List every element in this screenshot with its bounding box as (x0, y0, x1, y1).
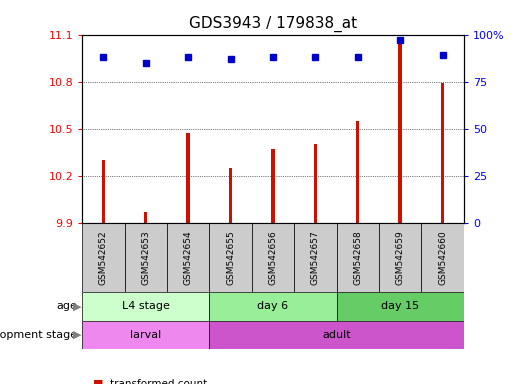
Text: ▶: ▶ (73, 330, 81, 340)
Bar (209, 223, 252, 292)
Bar (167, 223, 209, 292)
Text: ▶: ▶ (73, 301, 81, 311)
Text: adult: adult (322, 330, 351, 340)
Bar (399, 39, 402, 223)
Bar (337, 223, 379, 292)
Bar (209, 321, 464, 349)
Text: GSM542658: GSM542658 (354, 230, 362, 285)
Bar (337, 292, 464, 321)
Bar (144, 212, 147, 223)
Bar (441, 83, 444, 223)
Text: GSM542657: GSM542657 (311, 230, 320, 285)
Bar (379, 223, 421, 292)
Text: transformed count: transformed count (110, 379, 207, 384)
Text: age: age (56, 301, 77, 311)
Text: L4 stage: L4 stage (122, 301, 170, 311)
Bar (294, 223, 337, 292)
Bar (314, 144, 317, 223)
Text: GSM542660: GSM542660 (438, 230, 447, 285)
Bar (229, 168, 232, 223)
Bar (421, 223, 464, 292)
Bar (82, 321, 209, 349)
Text: day 15: day 15 (381, 301, 419, 311)
Text: GSM542653: GSM542653 (142, 230, 150, 285)
Text: GSM542652: GSM542652 (99, 230, 108, 285)
Text: GSM542656: GSM542656 (269, 230, 277, 285)
Text: ■: ■ (93, 379, 103, 384)
Bar (252, 223, 294, 292)
Text: GSM542654: GSM542654 (184, 230, 192, 285)
Bar (102, 160, 105, 223)
Bar (271, 149, 275, 223)
Bar (209, 292, 337, 321)
Bar (187, 133, 190, 223)
Title: GDS3943 / 179838_at: GDS3943 / 179838_at (189, 16, 357, 32)
Text: GSM542655: GSM542655 (226, 230, 235, 285)
Bar (82, 223, 125, 292)
Text: day 6: day 6 (258, 301, 288, 311)
Bar (82, 292, 209, 321)
Bar (356, 121, 359, 223)
Text: GSM542659: GSM542659 (396, 230, 404, 285)
Text: larval: larval (130, 330, 161, 340)
Bar (125, 223, 167, 292)
Text: development stage: development stage (0, 330, 77, 340)
